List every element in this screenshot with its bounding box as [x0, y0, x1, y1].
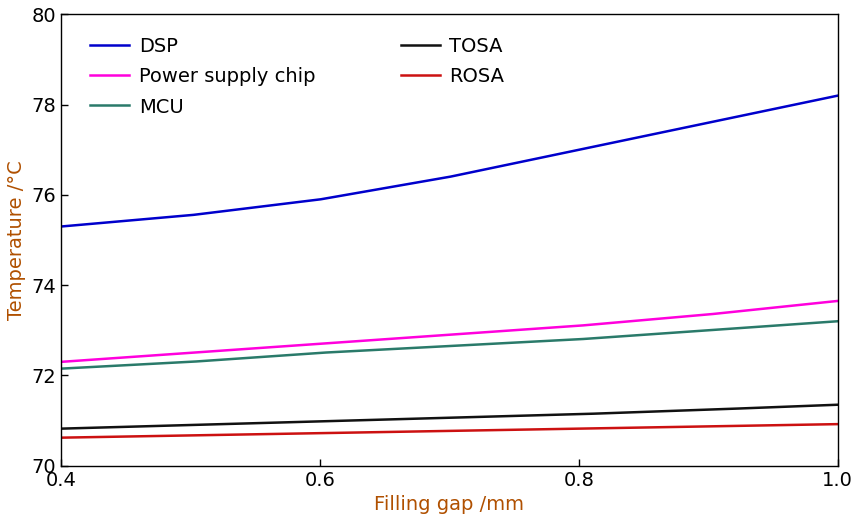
DSP [759, 108, 770, 114]
ROSA [58, 435, 69, 441]
TOSA [58, 426, 69, 432]
ROSA [759, 423, 770, 429]
Power supply chip [58, 358, 69, 365]
DSP [519, 158, 529, 165]
Y-axis label: Temperature /°C: Temperature /°C [7, 160, 26, 320]
ROSA [710, 423, 721, 429]
Line: TOSA: TOSA [61, 405, 838, 429]
TOSA [832, 402, 843, 408]
MCU [710, 327, 721, 333]
MCU [56, 366, 66, 372]
TOSA [519, 413, 529, 419]
ROSA [531, 426, 542, 432]
Power supply chip [516, 327, 526, 333]
TOSA [531, 412, 542, 418]
MCU [531, 339, 542, 345]
ROSA [519, 427, 529, 433]
Power supply chip [832, 298, 843, 304]
DSP [832, 93, 843, 99]
DSP [531, 156, 542, 162]
MCU [759, 323, 770, 329]
Power supply chip [710, 311, 721, 317]
DSP [58, 223, 69, 229]
X-axis label: Filling gap /mm: Filling gap /mm [374, 495, 525, 514]
TOSA [759, 404, 770, 411]
Power supply chip [759, 305, 770, 312]
TOSA [710, 406, 721, 413]
DSP [56, 224, 66, 230]
Line: ROSA: ROSA [61, 424, 838, 438]
ROSA [56, 435, 66, 441]
TOSA [56, 426, 66, 432]
MCU [58, 365, 69, 371]
Line: MCU: MCU [61, 321, 838, 369]
ROSA [832, 421, 843, 427]
Power supply chip [531, 326, 542, 332]
Line: DSP: DSP [61, 96, 838, 227]
ROSA [516, 427, 526, 433]
TOSA [516, 413, 526, 419]
Legend: TOSA, ROSA: TOSA, ROSA [397, 33, 508, 90]
Power supply chip [519, 327, 529, 333]
MCU [519, 339, 529, 345]
DSP [516, 159, 526, 165]
DSP [710, 118, 721, 125]
MCU [516, 339, 526, 345]
MCU [832, 318, 843, 325]
Line: Power supply chip: Power supply chip [61, 301, 838, 362]
Power supply chip [56, 359, 66, 365]
